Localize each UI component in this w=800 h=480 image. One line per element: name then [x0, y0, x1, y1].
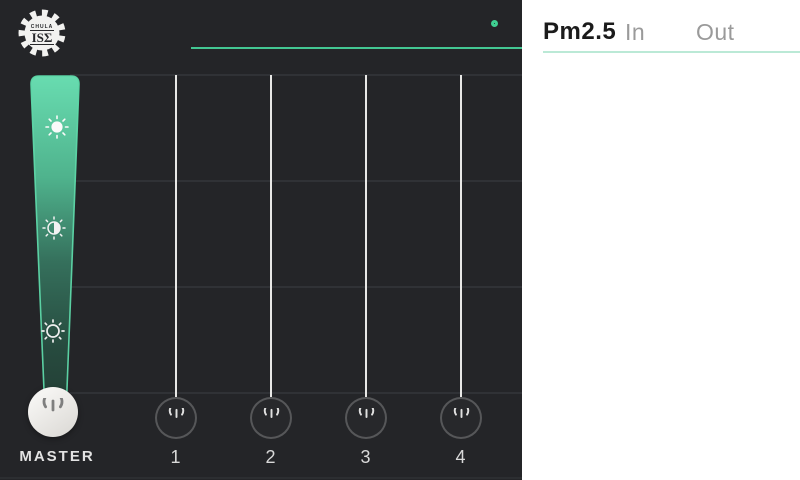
sun-half-icon	[42, 216, 66, 240]
grid-line-horizontal	[70, 74, 522, 76]
channel-4-label: 4	[455, 447, 467, 467]
channel-3-power-button[interactable]	[345, 397, 387, 439]
channel-1-power-button[interactable]	[155, 397, 197, 439]
power-icon	[42, 398, 64, 412]
header-underline	[543, 51, 800, 53]
sensor-panel: Pm2.5 In Out	[522, 0, 800, 480]
logo-text: CHULA ISΣ	[16, 7, 68, 59]
channel-2-label: 2	[265, 447, 277, 467]
master-slider-track[interactable]	[20, 70, 95, 420]
grid-line-horizontal	[70, 286, 522, 288]
sun-filled-icon	[45, 115, 69, 139]
sun-outline-icon	[41, 319, 65, 343]
channel-2-power-button[interactable]	[250, 397, 292, 439]
grid-line-horizontal	[70, 392, 522, 394]
grid-line-horizontal	[70, 180, 522, 182]
pm25-title: Pm2.5	[543, 18, 617, 45]
power-icon	[358, 407, 374, 418]
channel-3-label: 3	[360, 447, 372, 467]
power-icon	[168, 407, 184, 418]
logo-main-text: ISΣ	[29, 30, 55, 45]
channel-4-power-button[interactable]	[440, 397, 482, 439]
logo: CHULA ISΣ	[16, 7, 68, 59]
slider-handle-circle-icon[interactable]	[491, 20, 498, 27]
master-label: MASTER	[19, 448, 95, 465]
gear-icon	[18, 9, 66, 57]
channel-1-label: 1	[170, 447, 182, 467]
top-slider-track[interactable]	[191, 47, 522, 49]
channel-3-slider-track[interactable]	[365, 75, 367, 397]
grid-line-horizontal	[0, 477, 522, 479]
power-icon	[263, 407, 279, 418]
power-icon	[453, 407, 469, 418]
tab-in[interactable]: In	[625, 19, 646, 45]
logo-small-text: CHULA	[30, 24, 54, 30]
master-power-button[interactable]	[28, 387, 78, 437]
channel-4-slider-track[interactable]	[460, 75, 462, 397]
tab-out[interactable]: Out	[696, 19, 735, 45]
channel-1-slider-track[interactable]	[175, 75, 177, 397]
channel-2-slider-track[interactable]	[270, 75, 272, 397]
lighting-control-panel: CHULA ISΣ	[0, 0, 522, 480]
